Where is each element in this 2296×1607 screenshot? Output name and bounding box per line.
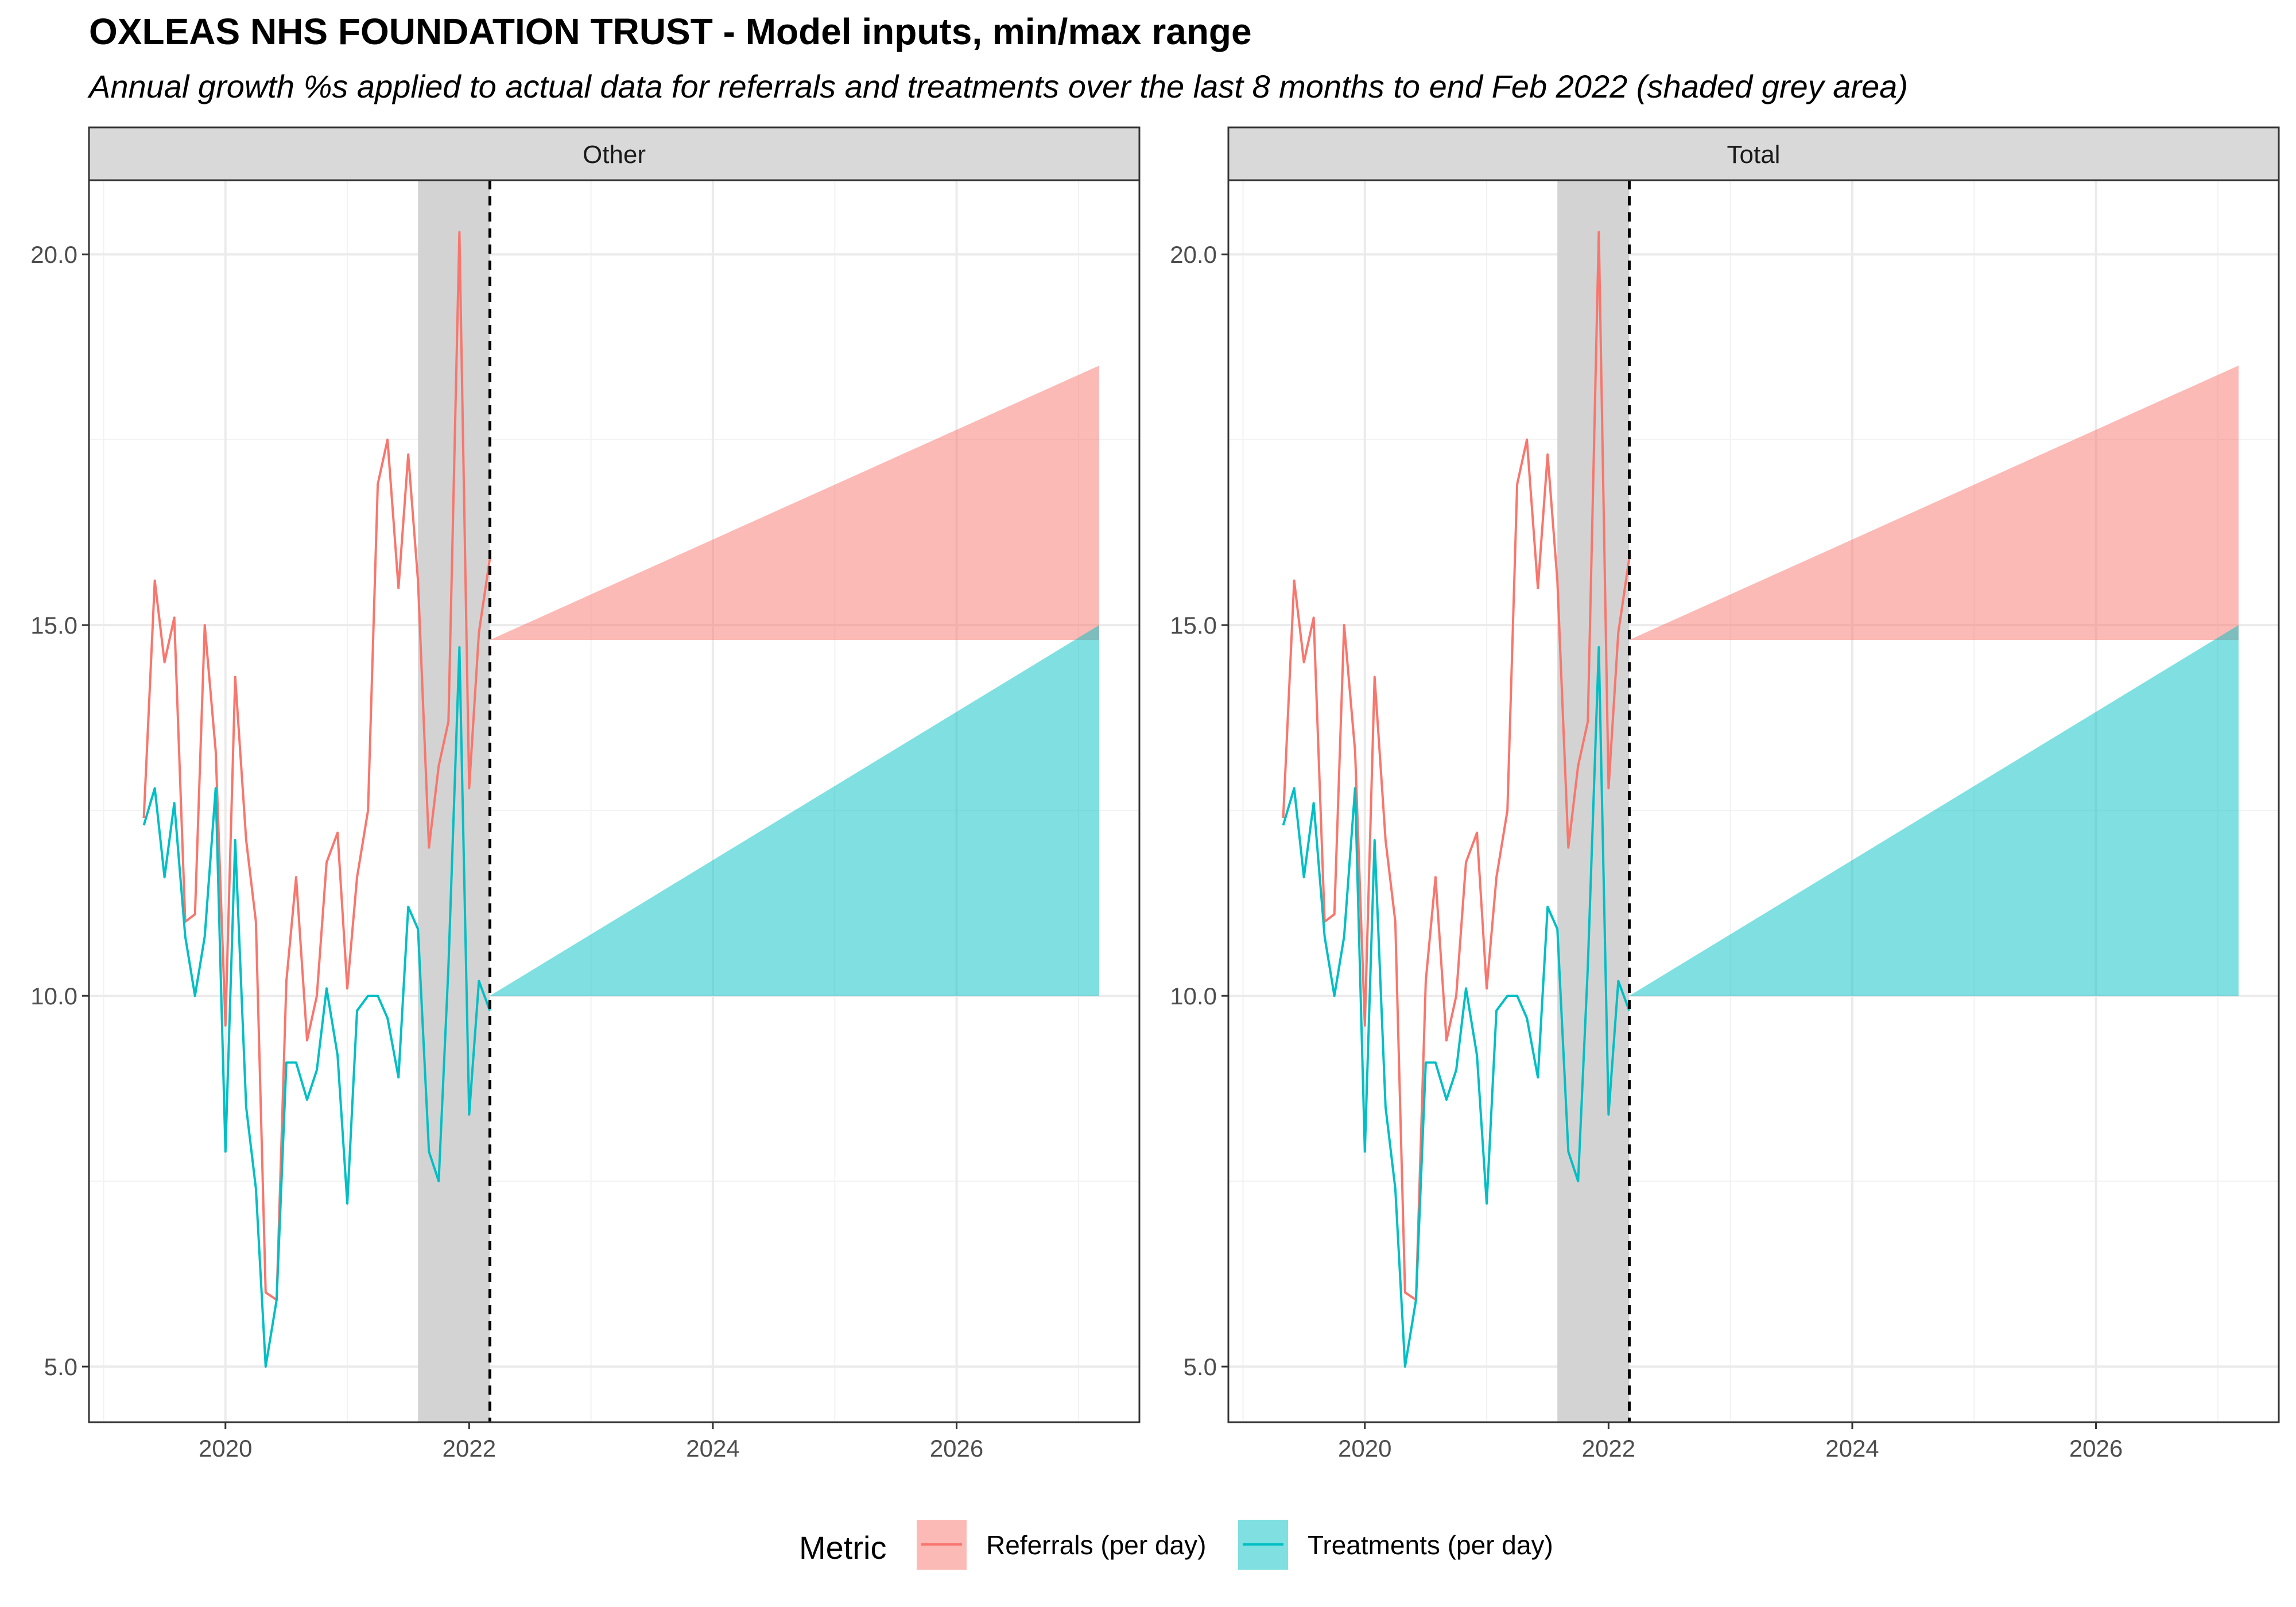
series-line-referrals xyxy=(1282,231,1631,1301)
series-line-referrals xyxy=(142,231,491,1301)
legend: Metric Referrals (per day) Treatments (per… xyxy=(799,1520,1553,1570)
chart-subtitle: Annual growth %s applied to actual data … xyxy=(89,68,1908,104)
x-tick-label: 2026 xyxy=(2069,1435,2123,1462)
facet-strip-label: Other xyxy=(583,141,646,169)
range-ribbon-treatments xyxy=(1629,625,2239,996)
x-tick-label: 2022 xyxy=(1582,1435,1635,1462)
y-tick-label: 10.0 xyxy=(30,983,77,1010)
legend-item-label: Treatments (per day) xyxy=(1308,1530,1553,1560)
panel-border xyxy=(1227,179,2280,1423)
legend-item-label: Referrals (per day) xyxy=(986,1530,1206,1560)
y-tick-label: 20.0 xyxy=(30,241,77,268)
x-tick-label: 2020 xyxy=(199,1435,252,1462)
range-ribbon-treatments xyxy=(490,625,1099,996)
legend-item-referrals: Referrals (per day) xyxy=(917,1520,1206,1570)
y-tick-label: 5.0 xyxy=(44,1353,77,1380)
x-tick-label: 2026 xyxy=(930,1435,983,1462)
y-tick-label: 10.0 xyxy=(1170,983,1217,1010)
x-tick-label: 2024 xyxy=(686,1435,739,1462)
x-tick-label: 2022 xyxy=(443,1435,496,1462)
facet-strip-label: Total xyxy=(1727,141,1781,169)
facet-strip xyxy=(1227,126,2280,181)
y-tick-label: 5.0 xyxy=(1184,1353,1217,1380)
range-ribbon-referrals xyxy=(490,365,1099,641)
facet-panel-total: Total 5.0 10.0 15.0 20.0 2020 2022 2024 2026 xyxy=(1170,126,2280,1462)
x-tick-label: 2024 xyxy=(1825,1435,1879,1462)
chart-title: OXLEAS NHS FOUNDATION TRUST - Model inpu… xyxy=(89,11,1252,52)
legend-title: Metric xyxy=(799,1530,886,1566)
panel-border xyxy=(88,179,1141,1423)
series-line-treatments xyxy=(142,646,491,1368)
y-tick-label: 15.0 xyxy=(1170,612,1217,639)
range-ribbon-referrals xyxy=(1629,365,2239,641)
y-tick-label: 20.0 xyxy=(1170,241,1217,268)
facet-panel-other: Other 5.0 10.0 15.0 20.0 2020 2022 2024 2026 xyxy=(30,126,1141,1462)
x-tick-label: 2020 xyxy=(1338,1435,1391,1462)
series-line-treatments xyxy=(1282,646,1631,1368)
y-tick-label: 15.0 xyxy=(30,612,77,639)
legend-item-treatments: Treatments (per day) xyxy=(1238,1520,1553,1570)
